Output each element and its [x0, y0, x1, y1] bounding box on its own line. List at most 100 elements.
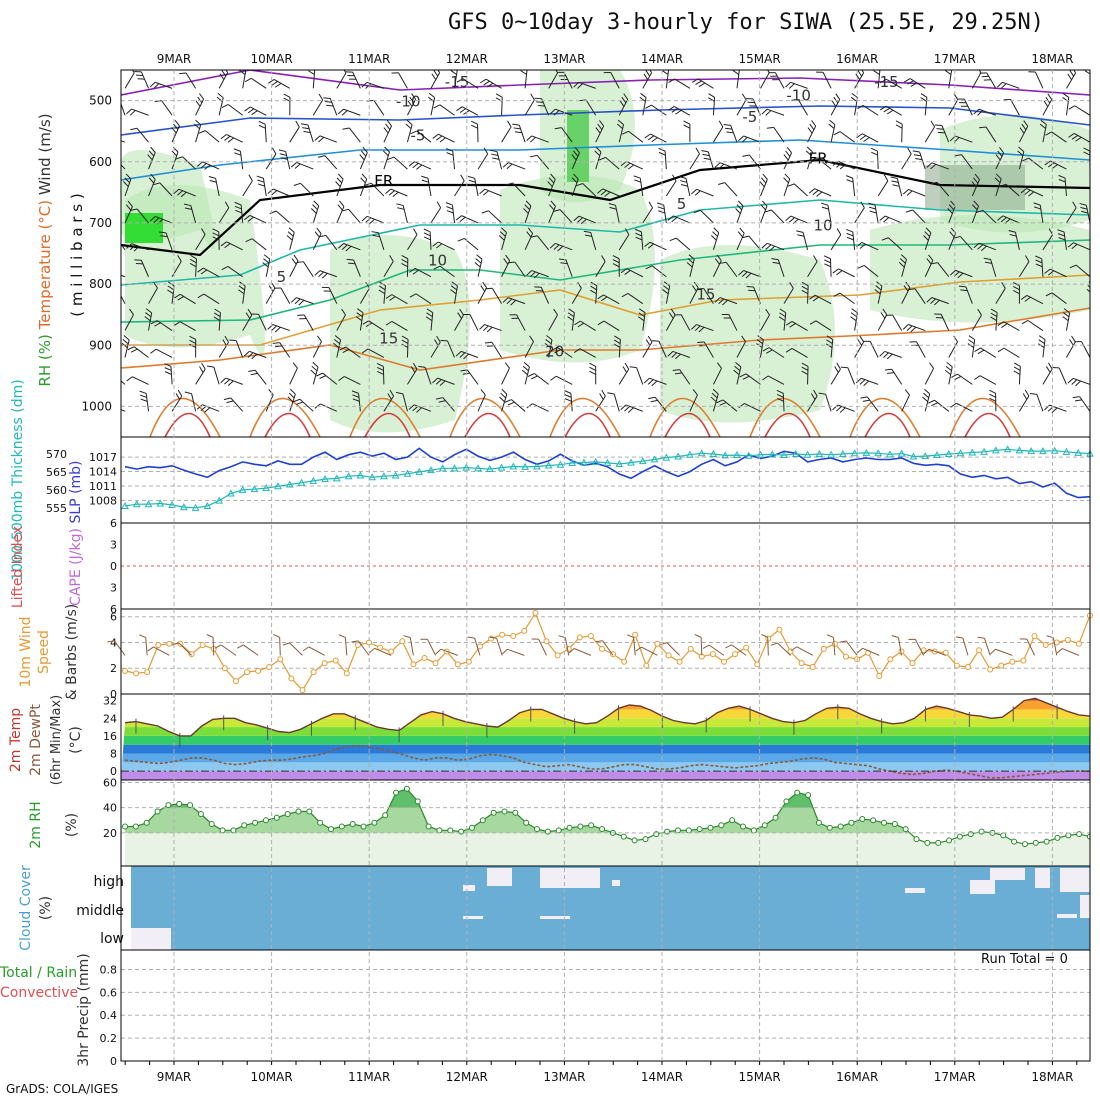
wind-barb-flag: [589, 366, 596, 371]
ua-pressure-label: 900: [89, 338, 112, 352]
rh2m-point: [534, 826, 541, 833]
wind-barb-flag: [130, 348, 138, 353]
wind-barb-flag: [846, 236, 854, 241]
wind-barb-flag: [530, 235, 538, 238]
thickness-point: [262, 484, 271, 492]
wind-barb-flag: [547, 181, 553, 188]
wind-barb-staff: [484, 324, 502, 332]
wind-barb-staff: [235, 340, 244, 358]
wind-barb-flag: [609, 206, 617, 210]
wind-barb-flag: [597, 123, 603, 130]
wind-barb-flag: [1001, 323, 1008, 328]
wind-barb-flag: [910, 82, 918, 87]
rh2m-point: [393, 789, 400, 796]
wind-barb-staff: [707, 151, 714, 170]
wind-barb-staff: [555, 108, 573, 116]
wind-barb-flag: [710, 235, 717, 241]
wind-barb-flag: [487, 345, 495, 347]
wind-barb-flag: [338, 243, 344, 249]
wind-barb-flag: [189, 258, 197, 264]
wind-barb-flag: [173, 123, 179, 130]
wind-barb-flag: [649, 70, 653, 73]
contour-label: 15: [379, 329, 398, 347]
wind-barb-flag: [1038, 335, 1046, 341]
wind-barb-staff: [618, 124, 625, 143]
wind-barb-flag: [160, 235, 168, 238]
thickness-point: [603, 458, 612, 466]
wind-barb-flag: [129, 110, 136, 116]
wind-barb-staff: [1052, 637, 1058, 656]
wind-barb-flag: [622, 366, 628, 373]
wind-barb-flag: [522, 365, 529, 372]
wind-barb-flag: [648, 396, 656, 400]
wind-barb-staff: [990, 259, 997, 277]
rh2m-point: [436, 827, 443, 834]
wind-barb-flag: [341, 308, 346, 316]
wind-barb-staff: [782, 393, 785, 412]
wind-barb-staff: [825, 394, 832, 412]
wind-barb-flag: [483, 147, 489, 155]
wind-barb-flag: [167, 289, 174, 295]
wind-barb-staff: [863, 265, 879, 278]
wind-barb-staff: [179, 321, 196, 332]
wind-barb-flag: [145, 308, 152, 314]
wind-barb-flag: [126, 376, 133, 382]
wind-barb-flag: [634, 179, 642, 183]
bottom-date-label: 9MAR: [157, 1070, 192, 1084]
rh2m-point: [772, 814, 779, 821]
wind-barb-flag: [113, 101, 120, 102]
wind-barb-staff: [955, 269, 973, 278]
wind-barb-flag: [526, 403, 533, 409]
wind-barb-flag: [459, 308, 464, 316]
wind10-point: [377, 644, 384, 651]
wind-barb-flag: [859, 135, 867, 141]
wind-barb-staff: [424, 367, 432, 385]
wind-barb-flag: [408, 161, 415, 167]
wind-barb-staff: [185, 72, 197, 89]
wind-barb-flag: [644, 241, 651, 247]
wind-barb-flag: [607, 392, 615, 395]
wind-barb-flag: [590, 285, 597, 291]
wind-barb-flag: [268, 389, 274, 396]
wind-barb-staff: [1085, 205, 1090, 224]
wind-barb-staff: [837, 404, 855, 412]
thickness-point: [921, 452, 930, 460]
wind-barb-staff: [262, 178, 267, 197]
temp-color-band: [121, 744, 1090, 754]
wind-barb-flag: [446, 210, 454, 214]
wind-barb-staff: [136, 208, 149, 224]
wind-barb-staff: [1089, 329, 1090, 331]
wind-barb-staff: [218, 72, 229, 89]
wind-barb-staff: [578, 81, 596, 89]
wind-barb-staff: [790, 81, 808, 89]
wind-barb-flag: [550, 200, 556, 207]
thickness-point: [862, 448, 871, 456]
wind-barb-flag: [1039, 123, 1046, 129]
wind10-point: [554, 652, 561, 659]
wind-barb-flag: [760, 204, 766, 211]
thickness-point: [944, 449, 953, 457]
wind-barb-staff: [155, 215, 173, 224]
wind-barb-flag: [251, 110, 258, 116]
wind-barb-flag: [977, 110, 984, 116]
wind-barb-flag: [479, 324, 485, 330]
wind-barb-flag: [826, 335, 833, 340]
wind-barb-flag: [748, 289, 756, 292]
wind-barb-flag: [397, 207, 405, 210]
wind-barb-flag: [836, 228, 842, 235]
wind-barb-staff: [191, 393, 197, 412]
thickness-tick-label: 570: [46, 448, 67, 461]
wind-barb-staff: [148, 179, 156, 197]
wind-barb-flag: [149, 216, 156, 222]
wind-barb-flag: [356, 312, 363, 318]
thickness-point: [250, 485, 259, 493]
wind-barb-flag: [564, 398, 572, 402]
wind-barb-flag: [765, 244, 772, 250]
wind-barb-staff: [924, 393, 931, 412]
wind-barb-staff: [319, 135, 338, 143]
wind10-point: [632, 631, 639, 638]
wind-barb-flag: [298, 299, 305, 306]
wind-barb-staff: [663, 205, 667, 223]
top-date-label: 18MAR: [1031, 52, 1073, 66]
